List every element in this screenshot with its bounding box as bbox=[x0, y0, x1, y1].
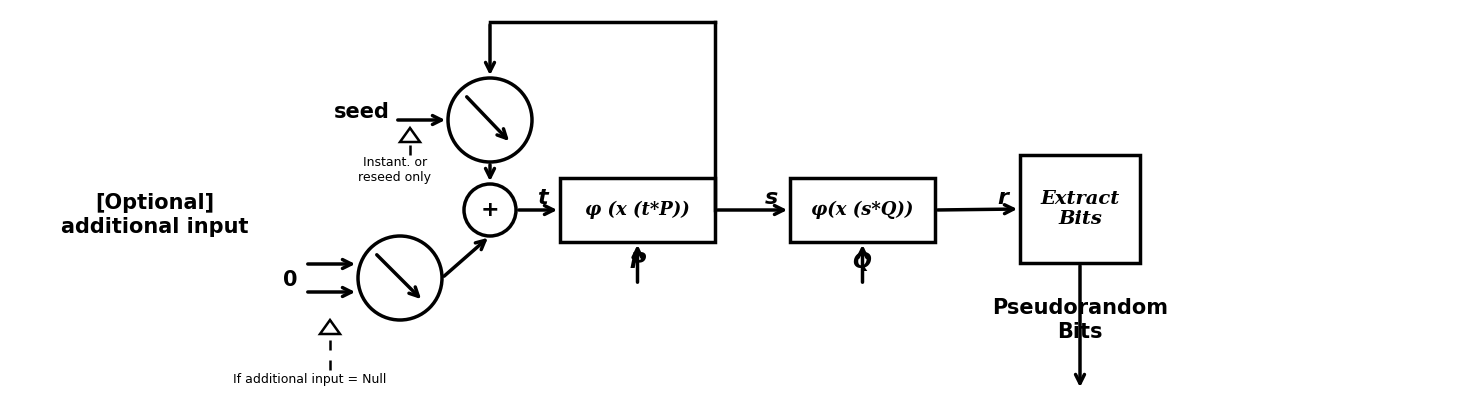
Bar bbox=[1020, 155, 1140, 263]
Text: [Optional]
additional input: [Optional] additional input bbox=[61, 193, 249, 237]
Bar bbox=[560, 178, 715, 242]
Polygon shape bbox=[320, 320, 339, 334]
Text: φ (x (t*P)): φ (x (t*P)) bbox=[585, 201, 691, 219]
Text: Instant. or
reseed only: Instant. or reseed only bbox=[358, 156, 432, 184]
Text: r: r bbox=[996, 188, 1008, 208]
Text: t: t bbox=[537, 188, 549, 208]
Text: seed: seed bbox=[334, 102, 391, 122]
Text: Extract
Bits: Extract Bits bbox=[1040, 190, 1119, 228]
Text: P: P bbox=[631, 252, 647, 272]
Text: If additional input = Null: If additional input = Null bbox=[233, 374, 386, 386]
Bar bbox=[790, 178, 935, 242]
Text: s: s bbox=[765, 188, 778, 208]
Text: Pseudorandom
Bits: Pseudorandom Bits bbox=[992, 298, 1167, 342]
Text: Q: Q bbox=[853, 252, 872, 272]
Polygon shape bbox=[399, 128, 420, 142]
Text: φ(x (s*Q)): φ(x (s*Q)) bbox=[812, 201, 914, 219]
Text: 0: 0 bbox=[284, 270, 298, 290]
Text: +: + bbox=[481, 200, 499, 220]
